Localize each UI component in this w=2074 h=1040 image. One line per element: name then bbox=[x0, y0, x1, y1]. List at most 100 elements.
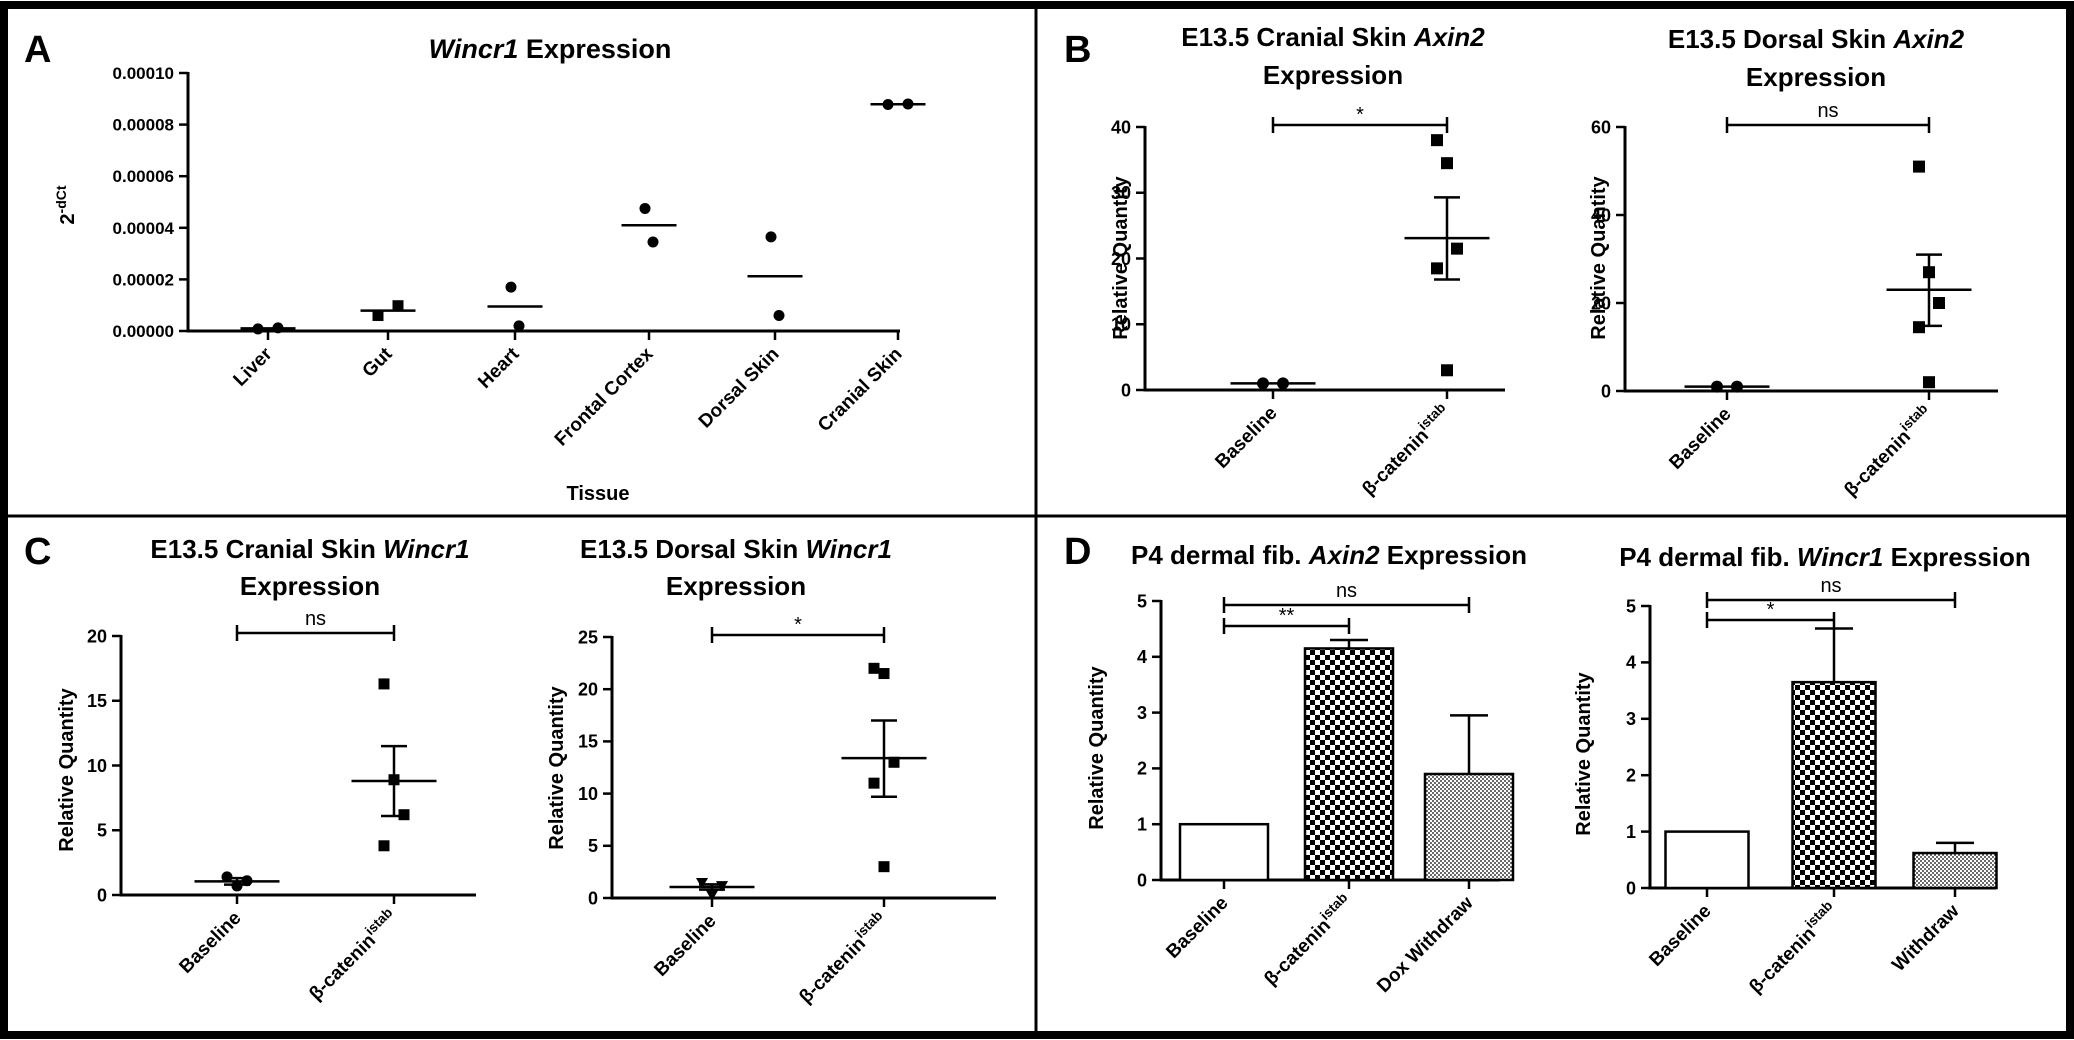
y-axis-label-main-C2: Relative Quantity bbox=[546, 685, 568, 849]
y-tick-label-C2-4: 20 bbox=[578, 680, 598, 700]
y-tick-label-A-0: 0.00000 bbox=[113, 322, 174, 341]
chart-title-C2-part-0: E13.5 Dorsal Skin bbox=[580, 534, 805, 564]
x-tick-label-main-B2-0: Baseline bbox=[1665, 404, 1735, 474]
x-tick-label-A-1: Gut bbox=[359, 343, 397, 381]
chart-title-D1-part-0: P4 dermal fib. bbox=[1131, 540, 1309, 570]
chart-title-B1-part-1: Axin2 bbox=[1413, 22, 1485, 52]
x-tick-label-D2-0: Baseline bbox=[1645, 901, 1715, 971]
x-tick-label-main-D1-2: Dox Withdraw bbox=[1373, 893, 1477, 997]
y-tick-label-B1-3: 30 bbox=[1111, 183, 1131, 203]
data-point-A-9 bbox=[773, 310, 785, 322]
x-tick-label-main-A-2: Heart bbox=[474, 343, 524, 393]
data-point-C1-0 bbox=[221, 871, 233, 883]
x-tick-label-main-B1-1: β-catenin bbox=[1358, 425, 1433, 500]
x-tick-label-C2-1: β-cateninistab bbox=[793, 908, 893, 1008]
data-point-A-4 bbox=[505, 281, 517, 293]
data-point-A-5 bbox=[513, 320, 525, 332]
x-tick-label-main-A-4: Dorsal Skin bbox=[695, 344, 784, 433]
y-tick-label-C2-5: 25 bbox=[578, 627, 598, 647]
data-point-B1-4 bbox=[1451, 242, 1463, 255]
chart-title-A-part-1: Expression bbox=[518, 34, 671, 64]
x-axis-label-A: Tissue bbox=[567, 483, 630, 505]
data-point-C2-4 bbox=[878, 668, 890, 680]
data-point-A-2 bbox=[372, 310, 384, 322]
y-tick-label-B2-2: 40 bbox=[1591, 205, 1611, 225]
y-tick-label-C1-1: 5 bbox=[97, 821, 107, 841]
x-tick-label-main-B1-0: Baseline bbox=[1211, 403, 1281, 473]
chart-title-A: Wincr1 Expression bbox=[429, 34, 672, 64]
y-axis-label-main-D1: Relative Quantity bbox=[1086, 665, 1108, 829]
x-tick-label-main-A-0: Liver bbox=[230, 343, 277, 390]
sig-label-D2-0: * bbox=[1767, 599, 1775, 621]
sig-bracket-D1-0 bbox=[1222, 618, 1351, 634]
data-point-C1-6 bbox=[378, 840, 390, 852]
y-axis-label-D1: Relative Quantity bbox=[1086, 665, 1108, 829]
x-tick-label-main-C1-0: Baseline bbox=[175, 908, 245, 978]
sig-bracket-D2-1 bbox=[1705, 592, 1957, 608]
y-tick-label-D2-4: 4 bbox=[1626, 653, 1636, 673]
data-point-B2-5 bbox=[1913, 321, 1925, 334]
x-tick-label-D1-1: β-cateninistab bbox=[1258, 890, 1358, 990]
x-tick-label-sup-C1-1: istab bbox=[362, 905, 395, 938]
x-tick-label-main-D1-1: β-catenin bbox=[1260, 915, 1335, 990]
chart-title-line2-C1: Expression bbox=[240, 571, 380, 601]
y-tick-label-D1-2: 2 bbox=[1137, 759, 1147, 779]
data-point-B1-3 bbox=[1441, 157, 1453, 170]
chart-title-line2-C2: Expression bbox=[666, 571, 806, 601]
chart-title-line2-B2: Expression bbox=[1746, 62, 1886, 92]
x-tick-label-B1-0: Baseline bbox=[1211, 403, 1281, 473]
sig-bracket-D2-0 bbox=[1705, 612, 1836, 628]
y-axis-label-B1: Relative Quantity bbox=[1110, 175, 1132, 339]
x-tick-label-sup-D2-1: istab bbox=[1802, 898, 1835, 931]
chart-dorsal-axin2: E13.5 Dorsal Skin Axin2Expression0204060… bbox=[1588, 24, 1998, 501]
y-axis-label-D2: Relative Quantity bbox=[1573, 671, 1595, 835]
sig-label-B1-0: * bbox=[1356, 104, 1364, 126]
x-tick-label-main-C2-1: β-catenin bbox=[795, 933, 870, 1008]
data-point-C2-5 bbox=[888, 756, 900, 768]
chart-title-D2-part-1: Wincr1 bbox=[1797, 542, 1883, 572]
x-tick-label-C1-1: β-cateninistab bbox=[303, 905, 403, 1005]
sig-label-C1-0: ns bbox=[305, 608, 326, 630]
y-tick-label-A-3: 0.00006 bbox=[113, 167, 174, 186]
x-tick-label-main-D2-2: Withdraw bbox=[1888, 901, 1963, 976]
data-point-B2-6 bbox=[1923, 376, 1935, 389]
x-tick-label-D1-0: Baseline bbox=[1162, 893, 1232, 963]
data-point-C2-7 bbox=[878, 861, 890, 873]
chart-title-C1: E13.5 Cranial Skin Wincr1 bbox=[150, 534, 469, 564]
bar-D2-2 bbox=[1912, 851, 1998, 890]
y-tick-label-C2-3: 15 bbox=[578, 732, 598, 752]
y-tick-label-A-5: 0.00010 bbox=[113, 64, 174, 83]
chart-title-B1: E13.5 Cranial Skin Axin2 bbox=[1181, 22, 1485, 52]
sig-label-D2-1: ns bbox=[1820, 575, 1841, 597]
data-point-B1-2 bbox=[1431, 134, 1443, 147]
x-tick-label-main-D2-0: Baseline bbox=[1645, 901, 1715, 971]
y-axis-label-main-B1: Relative Quantity bbox=[1110, 175, 1132, 339]
x-tick-label-D2-2: Withdraw bbox=[1888, 901, 1963, 976]
y-tick-label-D2-5: 5 bbox=[1626, 596, 1636, 616]
data-point-C2-6 bbox=[868, 777, 880, 789]
x-tick-label-A-5: Cranial Skin bbox=[814, 344, 907, 437]
y-tick-label-C1-4: 20 bbox=[87, 626, 107, 646]
data-point-B2-4 bbox=[1933, 297, 1945, 309]
y-axis-label-main-C1: Relative Quantity bbox=[56, 687, 78, 851]
y-tick-label-B1-2: 20 bbox=[1111, 249, 1131, 269]
chart-title-D1-part-2: Expression bbox=[1380, 540, 1527, 570]
y-tick-label-D1-3: 3 bbox=[1137, 703, 1147, 723]
chart-title-D2-part-0: P4 dermal fib. bbox=[1619, 542, 1797, 572]
chart-title-line2-B1: Expression bbox=[1263, 60, 1403, 90]
y-tick-label-C2-1: 5 bbox=[588, 836, 598, 856]
y-tick-label-B2-1: 20 bbox=[1591, 293, 1611, 313]
y-tick-label-D1-1: 1 bbox=[1137, 815, 1147, 835]
bar-D2-1 bbox=[1791, 680, 1877, 890]
sig-bracket-B2-0 bbox=[1725, 117, 1931, 133]
chart-wincr1-tissue: Wincr1 Expression 0.00000 0.00002 0.00004 0.… bbox=[53, 34, 926, 505]
y-tick-label-D1-4: 4 bbox=[1137, 647, 1147, 667]
data-point-A-7 bbox=[647, 236, 659, 248]
y-tick-label-B1-4: 40 bbox=[1111, 117, 1131, 137]
x-tick-label-D1-2: Dox Withdraw bbox=[1373, 893, 1477, 997]
x-tick-label-main-A-5: Cranial Skin bbox=[814, 344, 907, 437]
chart-title-C1-part-1: Wincr1 bbox=[383, 534, 469, 564]
chart-title-A-part-0: Wincr1 bbox=[429, 34, 519, 64]
x-tick-label-sup-B1-1: istab bbox=[1415, 400, 1448, 433]
chart-p4-wincr1: P4 dermal fib. Wincr1 Expression 0 1 2 3 4 5 Re… bbox=[1573, 542, 2031, 998]
